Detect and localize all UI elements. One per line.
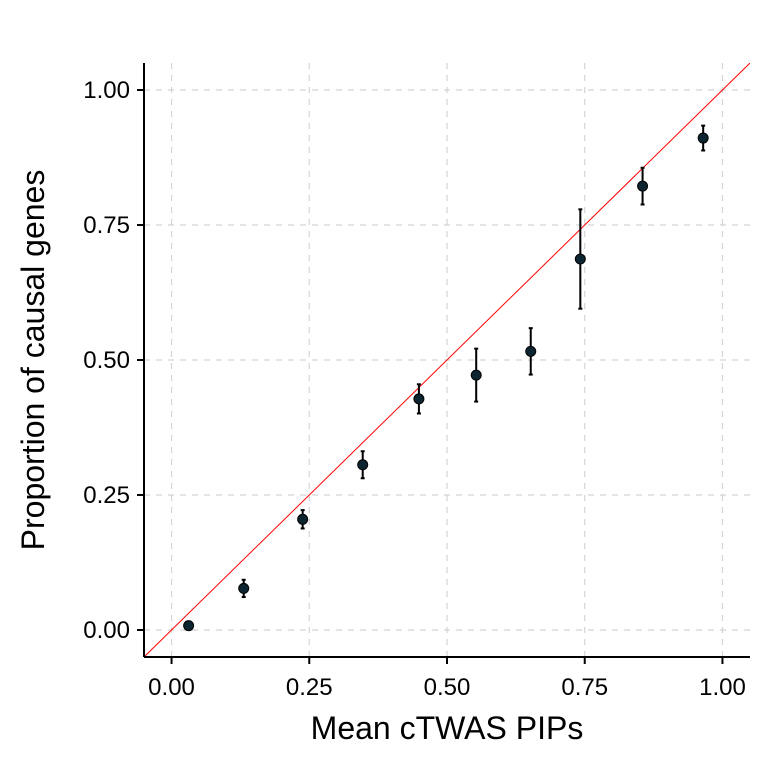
data-point [697,132,709,144]
data-point [574,253,586,265]
grid-lines [144,63,750,657]
reference-line-group [144,63,750,657]
error-bars [186,124,706,629]
x-tick-label: 0.50 [424,674,471,701]
data-point [637,180,649,192]
data-point [183,620,195,632]
axis-ticks: 0.00 0.25 0.50 0.75 1.00 0.00 0.25 0.50 0.75 1.00 [83,77,746,701]
data-point [357,459,369,471]
data-point [238,582,250,594]
y-tick-label: 0.25 [83,482,130,509]
data-points [183,132,709,632]
y-tick-label: 0.75 [83,212,130,239]
y-axis-title: Proportion of causal genes [15,170,51,551]
data-point [297,513,309,525]
data-point [413,393,425,405]
identity-line [144,63,750,657]
y-tick-label: 1.00 [83,77,130,104]
x-tick-label: 0.75 [561,674,608,701]
x-tick-label: 1.00 [699,674,746,701]
data-point [470,369,482,381]
y-tick-label: 0.00 [83,617,130,644]
y-tick-label: 0.50 [83,347,130,374]
x-tick-label: 0.00 [148,674,195,701]
data-point [525,345,537,357]
x-tick-label: 0.25 [286,674,333,701]
x-axis-title: Mean cTWAS PIPs [311,710,584,746]
